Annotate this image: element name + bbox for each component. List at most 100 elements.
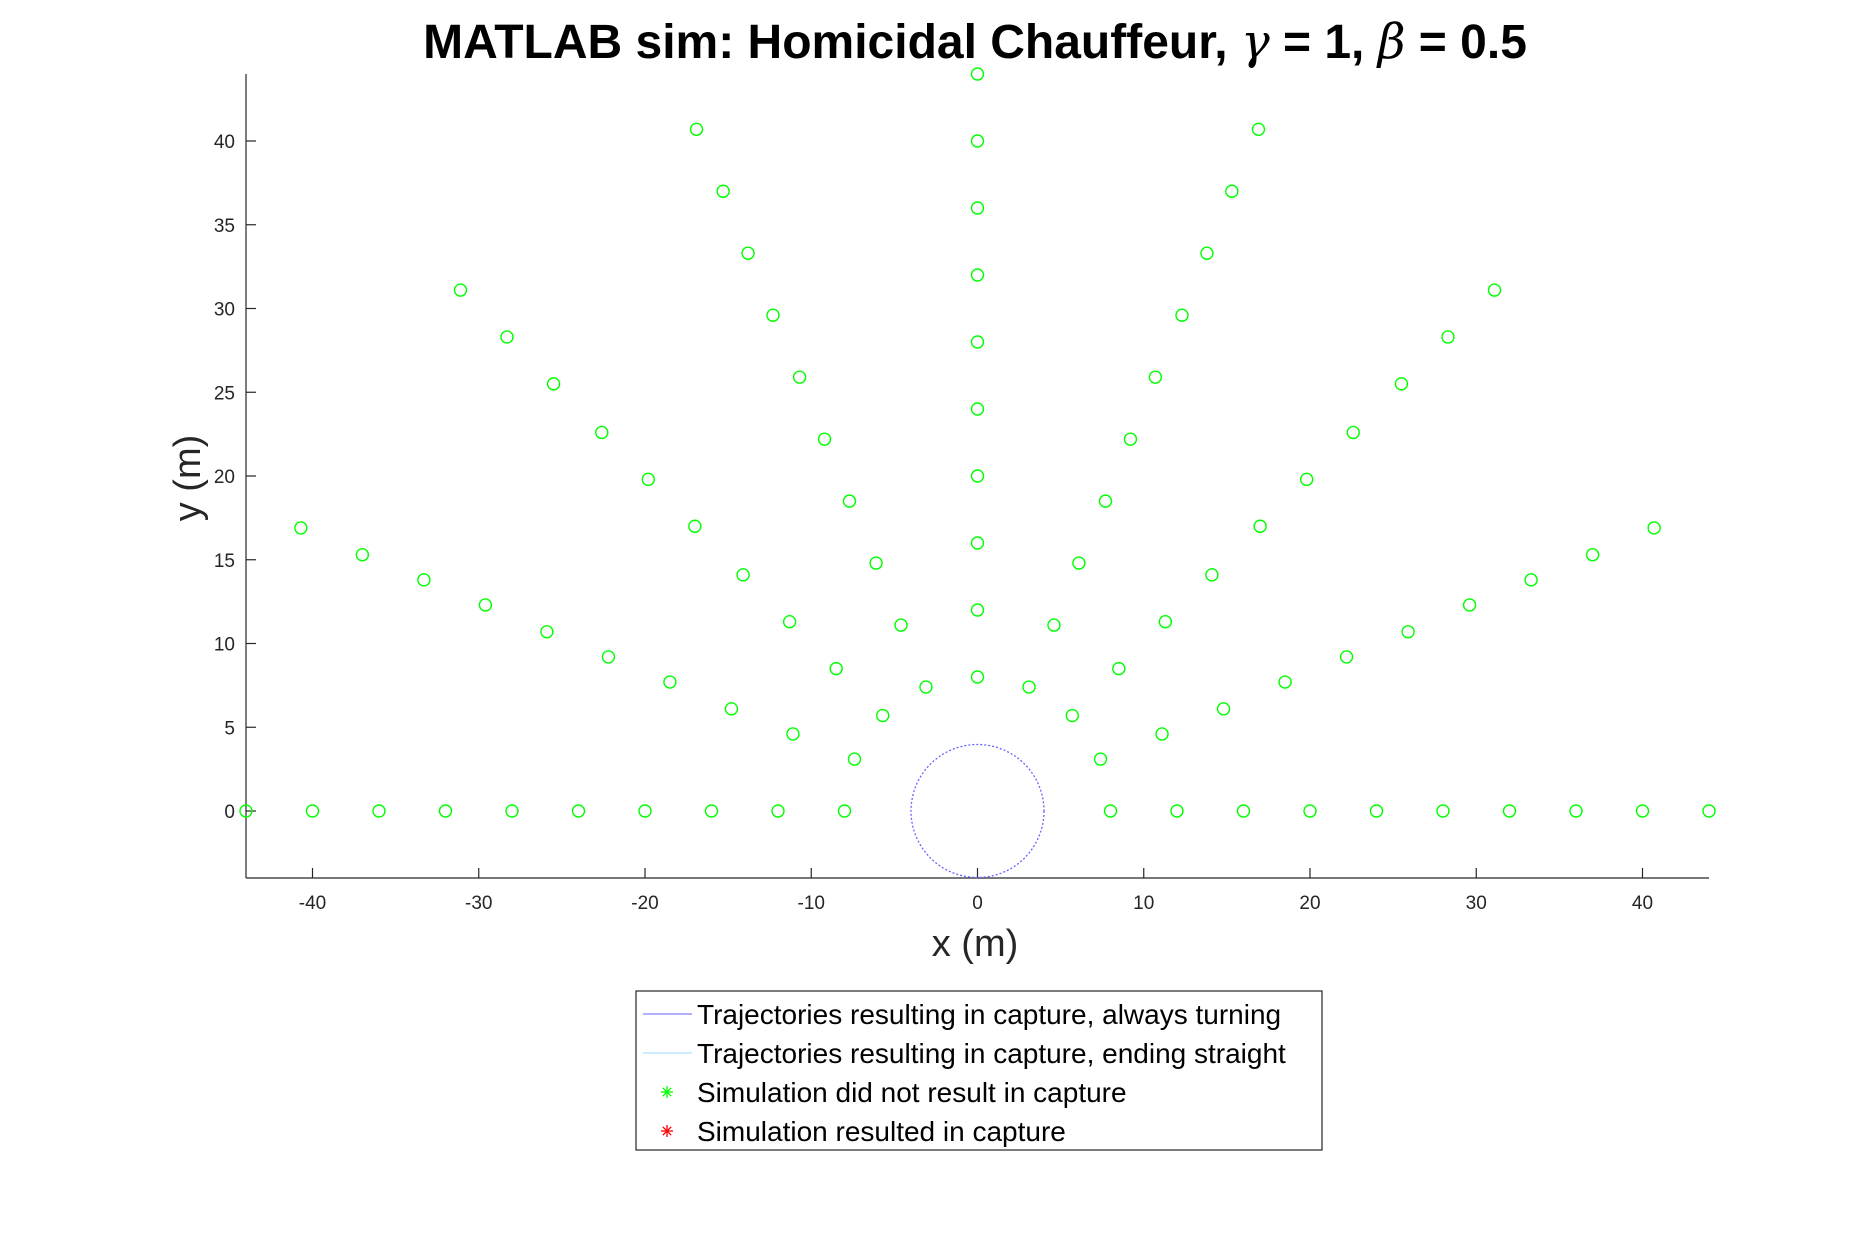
data-point [1502, 804, 1517, 818]
data-point [601, 650, 616, 664]
data-point [546, 377, 561, 391]
data-point [1225, 184, 1239, 198]
data-point [641, 472, 656, 487]
data-point [1524, 573, 1538, 587]
y-tick-label: 25 [214, 383, 235, 404]
data-point [1346, 425, 1360, 440]
data-point [540, 625, 554, 639]
data-point [1205, 568, 1219, 582]
legend-star-marker [661, 1086, 673, 1098]
x-tick-label: 20 [1299, 893, 1320, 914]
y-tick-label: 5 [224, 718, 235, 739]
data-point [970, 670, 985, 684]
data-point [688, 519, 702, 533]
data-point [724, 702, 739, 716]
capture-circle [910, 743, 1045, 879]
data-point [1065, 708, 1079, 723]
data-point [1487, 283, 1502, 297]
x-tick-label: 0 [972, 893, 983, 914]
data-point [1635, 804, 1650, 818]
x-tick-label: -40 [299, 893, 326, 914]
data-point [1093, 752, 1108, 766]
data-point [1253, 519, 1267, 533]
data-point [970, 335, 985, 349]
data-point [771, 804, 785, 818]
data-point [1200, 246, 1214, 260]
data-point [1098, 494, 1113, 508]
data-point [239, 804, 253, 818]
y-tick-label: 15 [214, 551, 235, 572]
y-tick-label: 20 [214, 467, 235, 488]
data-point [1401, 625, 1415, 639]
data-point [919, 680, 933, 694]
y-tick-label: 10 [214, 635, 235, 656]
data-point [970, 469, 985, 483]
data-point [970, 268, 985, 282]
data-point [1394, 377, 1409, 391]
data-point [1369, 804, 1384, 818]
data-point [1339, 650, 1354, 664]
x-tick-label: 40 [1632, 893, 1653, 914]
data-point [829, 661, 843, 676]
data-point [1569, 804, 1583, 818]
data-point [1123, 432, 1138, 446]
y-tick-label: 30 [214, 300, 235, 321]
x-tick-label: 30 [1466, 893, 1487, 914]
y-tick-label: 0 [224, 802, 235, 823]
data-point [1216, 702, 1231, 716]
data-point [786, 727, 800, 741]
data-point [1175, 308, 1189, 322]
data-point [663, 675, 677, 689]
data-point [1158, 615, 1173, 629]
data-point [970, 134, 985, 148]
data-point [1436, 804, 1450, 818]
data-point [1462, 598, 1477, 612]
data-point [736, 568, 750, 582]
legend-star-marker [661, 1125, 673, 1137]
y-ticks: 0 5 10 15 20 25 30 35 40 [214, 132, 256, 823]
data-point [1112, 661, 1126, 676]
data-point [1155, 727, 1169, 741]
legend-label: Trajectories resulting in capture, alway… [697, 999, 1281, 1030]
data-point [970, 201, 985, 215]
data-point [1236, 804, 1251, 818]
data-point [970, 402, 985, 416]
plot-axes: -40 -30 -20 -10 0 10 20 30 40 0 5 10 15 20 25 30 35 40 [214, 74, 1709, 914]
data-point [1647, 521, 1661, 535]
data-point [1072, 556, 1086, 570]
data-point [689, 122, 704, 136]
data-point [817, 432, 832, 446]
legend-box [635, 990, 1323, 1151]
data-point [741, 246, 755, 260]
data-point [1103, 804, 1118, 818]
data-point [1047, 618, 1061, 632]
data-point [1022, 680, 1036, 694]
data-point [505, 804, 519, 818]
data-point [766, 308, 780, 322]
data-point [842, 494, 857, 508]
y-tick-label: 40 [214, 132, 235, 153]
data-point [638, 804, 652, 818]
x-tick-label: -30 [465, 893, 492, 914]
data-point [595, 425, 609, 440]
data-point [571, 804, 586, 818]
data-point [438, 804, 453, 818]
data-point [876, 708, 890, 723]
data-point [294, 521, 308, 535]
data-point [837, 804, 852, 818]
data-point [453, 283, 468, 297]
data-point [869, 556, 883, 570]
data-points [239, 67, 1716, 818]
x-tick-label: 10 [1133, 893, 1154, 914]
data-point [970, 603, 985, 617]
data-point [1148, 370, 1163, 384]
data-point [792, 370, 807, 384]
data-point [1702, 804, 1716, 818]
x-tick-label: -20 [631, 893, 658, 914]
data-point [500, 330, 514, 344]
data-point [372, 804, 386, 818]
legend: Trajectories resulting in capture, alway… [635, 990, 1323, 1151]
data-point [847, 752, 862, 766]
chart-title: MATLAB sim: Homicidal Chauffeur, γ = 1, … [423, 14, 1527, 70]
